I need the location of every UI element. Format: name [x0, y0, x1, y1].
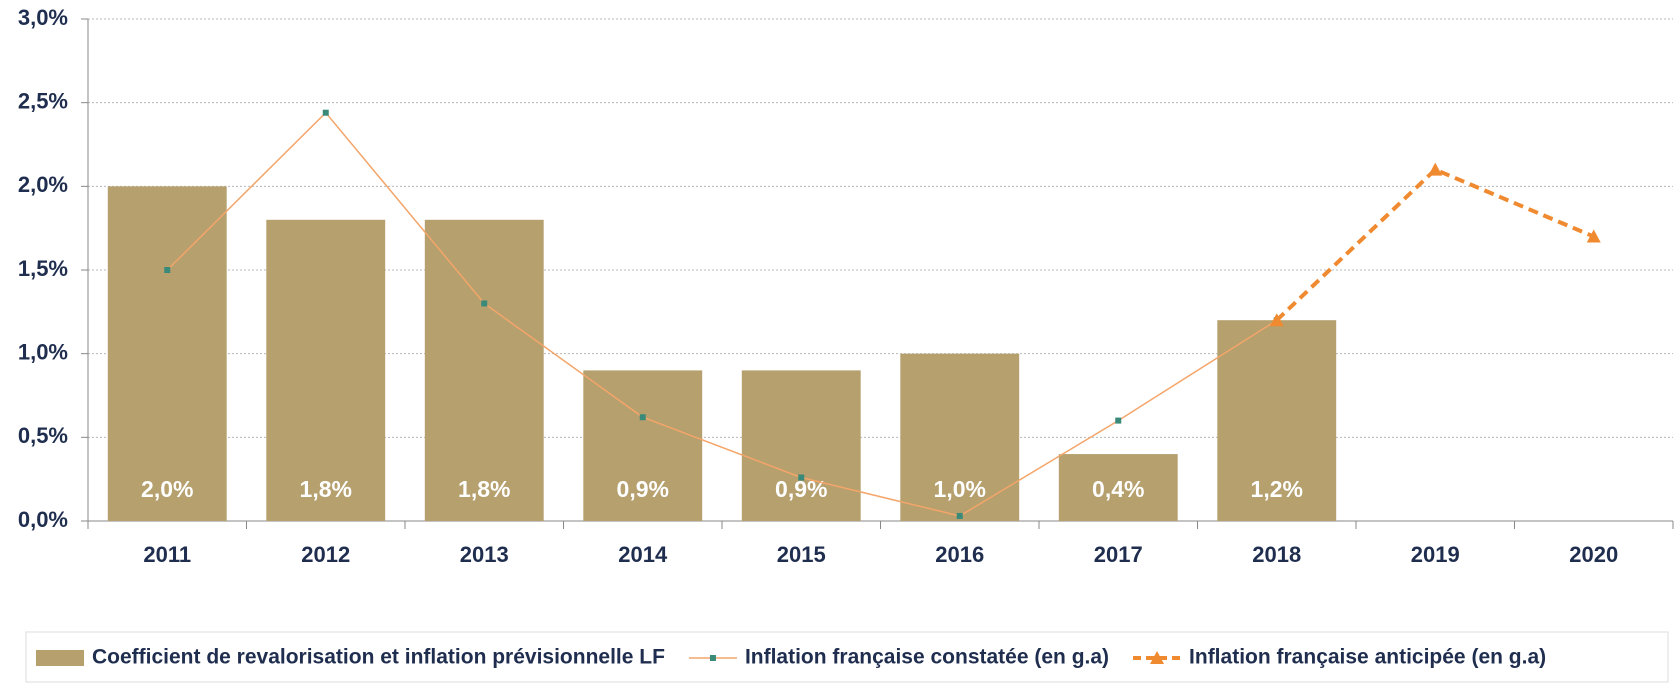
bar	[900, 353, 1020, 521]
marker	[164, 267, 171, 273]
x-tick-label: 2014	[618, 542, 668, 567]
bar	[583, 370, 703, 521]
y-tick-label: 0,0%	[18, 507, 68, 532]
y-tick-label: 3,0%	[18, 5, 68, 30]
x-tick-label: 2012	[301, 542, 350, 567]
bar	[741, 370, 861, 521]
bar	[1058, 454, 1178, 521]
marker	[956, 512, 963, 519]
y-tick-label: 1,5%	[18, 256, 68, 281]
bar	[266, 219, 386, 522]
marker	[1269, 313, 1284, 327]
y-tick-label: 0,5%	[18, 423, 68, 448]
line	[1275, 167, 1595, 322]
legend-swatch	[36, 650, 84, 666]
value-label: 1,2%	[1251, 476, 1303, 502]
x-tick-label: 2016	[935, 542, 984, 567]
marker	[1428, 162, 1443, 176]
legend-box	[25, 631, 1669, 683]
bar	[424, 219, 544, 522]
marker	[639, 414, 646, 421]
value-label: 0,9%	[617, 476, 669, 502]
value-label: 0,4%	[1092, 476, 1144, 502]
legend-label: Inflation française anticipée (en g.a)	[1189, 646, 1546, 669]
marker	[1586, 229, 1601, 243]
legend-marker	[709, 655, 716, 661]
x-tick-label: 2015	[777, 542, 826, 567]
x-tick-label: 2011	[143, 542, 191, 567]
marker	[481, 300, 488, 307]
bar	[1217, 320, 1337, 521]
y-tick-label: 2,0%	[18, 172, 68, 197]
y-tick-label: 2,5%	[18, 88, 68, 113]
marker	[322, 109, 329, 116]
marker	[1115, 417, 1122, 424]
legend-label: Inflation française constatée (en g.a)	[745, 646, 1109, 669]
legend-marker	[1150, 651, 1165, 664]
x-tick-label: 2019	[1411, 542, 1460, 567]
value-label: 1,8%	[300, 476, 352, 502]
x-tick-label: 2017	[1094, 542, 1143, 567]
marker	[798, 474, 805, 481]
x-tick-label: 2013	[460, 542, 509, 567]
value-label: 1,8%	[458, 476, 510, 502]
x-tick-label: 2018	[1252, 542, 1301, 567]
x-tick-label: 2020	[1569, 542, 1618, 567]
value-label: 1,0%	[934, 476, 986, 502]
value-label: 2,0%	[141, 476, 193, 502]
legend-label: Coefficient de revalorisation et inflati…	[92, 646, 665, 669]
bar	[107, 186, 227, 522]
line	[166, 111, 1278, 517]
y-tick-label: 1,0%	[18, 339, 68, 364]
